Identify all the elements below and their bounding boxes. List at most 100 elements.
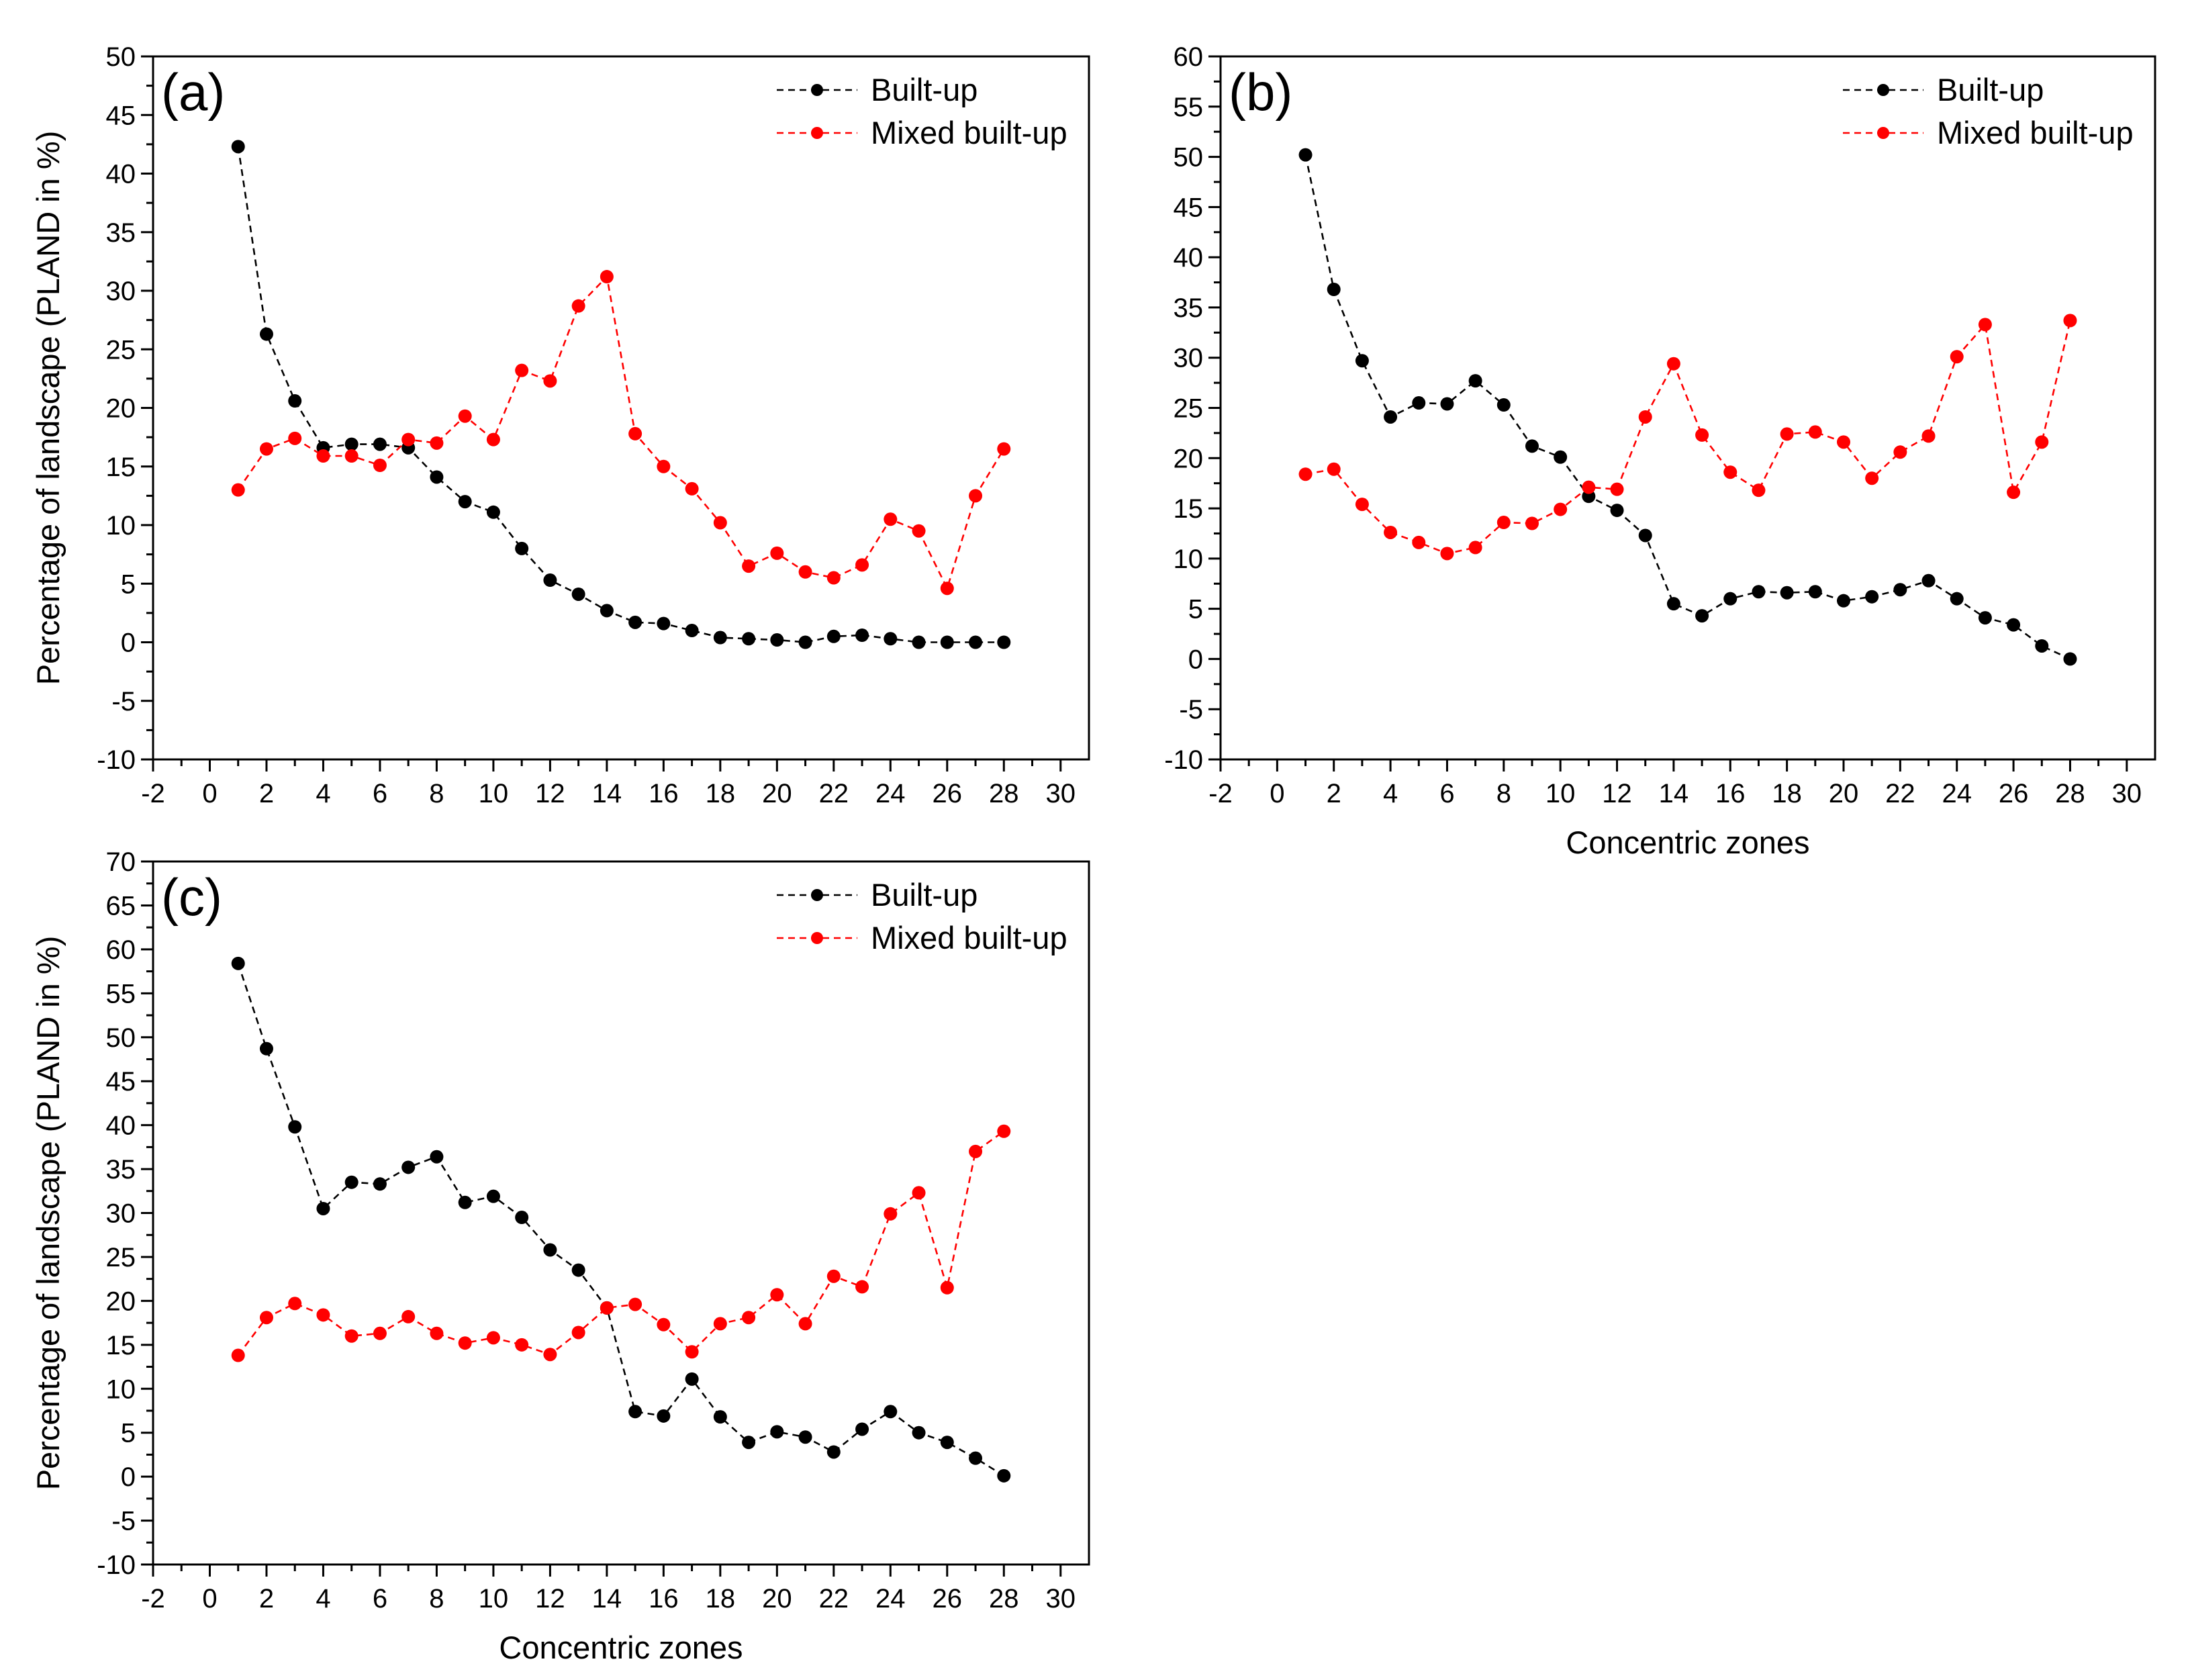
y-tick-label: 40 bbox=[106, 1111, 136, 1141]
data-point bbox=[515, 363, 529, 377]
legend-marker bbox=[1877, 84, 1889, 96]
data-point bbox=[600, 604, 614, 618]
data-point bbox=[713, 1410, 727, 1424]
data-point bbox=[430, 1150, 444, 1164]
legend-marker bbox=[811, 889, 823, 901]
x-tick-label: 16 bbox=[649, 1584, 679, 1614]
data-point bbox=[486, 1189, 500, 1203]
data-point bbox=[1327, 462, 1341, 476]
y-tick-label: 0 bbox=[1188, 645, 1203, 674]
panel-b: -2 0 2 4 6 8 10 12 14 16 18 20 22 24 26 28 30-10-5051015… bbox=[1164, 42, 2156, 860]
data-point bbox=[401, 432, 416, 447]
y-tick-label: 20 bbox=[106, 394, 136, 424]
data-point bbox=[373, 437, 387, 451]
data-point bbox=[1723, 592, 1737, 606]
data-point bbox=[997, 442, 1011, 456]
plot-frame bbox=[1219, 55, 2156, 761]
data-point bbox=[373, 1177, 387, 1191]
data-point bbox=[798, 1430, 812, 1444]
panel-label: (a) bbox=[161, 62, 225, 122]
x-tick-label: 22 bbox=[1885, 779, 1915, 808]
data-point bbox=[912, 524, 926, 538]
y-tick-label: -5 bbox=[111, 1507, 136, 1536]
y-tick-label: 35 bbox=[106, 218, 136, 248]
legend-label: Built-up bbox=[1937, 72, 2044, 107]
data-point bbox=[912, 1426, 926, 1440]
data-point bbox=[344, 1175, 359, 1189]
data-point bbox=[401, 1309, 416, 1323]
data-point bbox=[1893, 583, 1907, 597]
data-point bbox=[1384, 525, 1398, 539]
series-built-up bbox=[231, 140, 1011, 649]
data-point bbox=[2063, 314, 2077, 328]
x-tick-label: 22 bbox=[819, 779, 849, 808]
data-point bbox=[571, 1325, 585, 1340]
x-tick-label: 4 bbox=[1383, 779, 1398, 808]
x-tick-label: 10 bbox=[479, 779, 509, 808]
data-point bbox=[259, 1041, 273, 1056]
data-point bbox=[543, 1243, 557, 1257]
data-point bbox=[2007, 485, 2021, 500]
data-point bbox=[1921, 429, 1936, 443]
data-point bbox=[1412, 535, 1426, 549]
y-tick-label: 55 bbox=[106, 979, 136, 1009]
data-point bbox=[742, 1436, 756, 1450]
x-tick-label: -2 bbox=[141, 1584, 165, 1614]
series-line bbox=[237, 1130, 1005, 1356]
data-point bbox=[713, 516, 727, 530]
data-point bbox=[543, 374, 557, 388]
data-point bbox=[344, 437, 359, 451]
data-point bbox=[1978, 318, 1992, 332]
x-tick-label: 18 bbox=[706, 1584, 736, 1614]
data-point bbox=[1752, 585, 1766, 599]
y-tick-label: 30 bbox=[106, 1199, 136, 1229]
data-point bbox=[940, 1436, 954, 1450]
data-point bbox=[1638, 410, 1652, 424]
x-tick-label: 16 bbox=[1715, 779, 1746, 808]
y-tick-label: -5 bbox=[111, 687, 136, 716]
series-line bbox=[1304, 154, 2071, 660]
data-point bbox=[1695, 609, 1709, 623]
y-tick-label: 65 bbox=[106, 891, 136, 921]
data-point bbox=[1666, 357, 1680, 371]
data-point bbox=[373, 459, 387, 473]
data-point bbox=[657, 1317, 671, 1332]
data-point bbox=[2035, 435, 2049, 449]
data-point bbox=[826, 629, 841, 643]
data-point bbox=[770, 633, 784, 647]
data-point bbox=[685, 1345, 699, 1359]
x-tick-label: 8 bbox=[429, 1584, 444, 1614]
data-point bbox=[430, 470, 444, 484]
y-tick-label: 25 bbox=[106, 1243, 136, 1272]
data-point bbox=[344, 449, 359, 463]
y-tick-label: 15 bbox=[106, 453, 136, 482]
legend-marker bbox=[811, 127, 823, 139]
x-tick-label: 26 bbox=[933, 1584, 963, 1614]
data-point bbox=[628, 426, 642, 440]
x-tick-label: 0 bbox=[202, 1584, 217, 1614]
x-tick-label: 12 bbox=[535, 1584, 565, 1614]
data-point bbox=[259, 1311, 273, 1325]
y-tick-label: -5 bbox=[1179, 695, 1203, 725]
data-point bbox=[685, 624, 699, 638]
data-point bbox=[855, 1280, 869, 1294]
data-point bbox=[628, 1297, 642, 1311]
plot-frame bbox=[152, 55, 1090, 761]
data-point bbox=[1440, 547, 1454, 561]
y-tick-label: 5 bbox=[121, 1419, 136, 1448]
data-point bbox=[1723, 465, 1737, 479]
legend-label: Built-up bbox=[871, 877, 978, 913]
x-tick-label: 4 bbox=[316, 779, 330, 808]
series-line bbox=[1305, 320, 2071, 555]
data-point bbox=[316, 1201, 330, 1215]
data-point bbox=[1808, 585, 1822, 599]
data-point bbox=[1468, 541, 1482, 555]
series-mixed-built-up bbox=[1298, 314, 2077, 561]
data-point bbox=[1666, 597, 1680, 611]
panel-label: (b) bbox=[1229, 62, 1292, 122]
legend: Built-up Mixed built-up bbox=[1843, 72, 2134, 150]
data-point bbox=[486, 1331, 500, 1345]
data-point bbox=[1808, 425, 1822, 439]
data-point bbox=[940, 1280, 954, 1295]
x-tick-label: 16 bbox=[649, 779, 679, 808]
